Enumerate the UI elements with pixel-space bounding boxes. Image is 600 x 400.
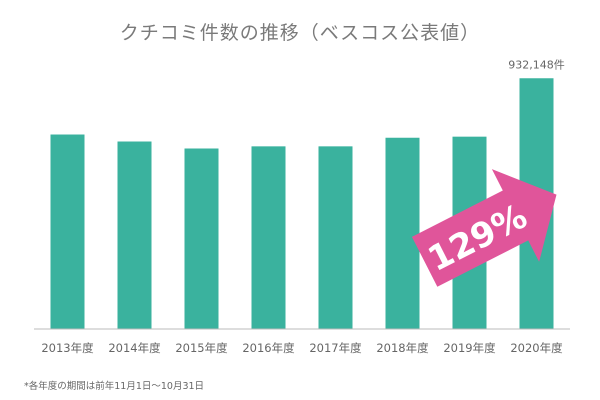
arrow-icon [411,169,557,287]
data-labels: 932,148件 [508,58,565,71]
bars-group [50,78,554,329]
chart-title: クチコミ件数の推移（ベスコス公表値） [119,22,481,44]
x-tick-label: 2017年度 [309,341,362,355]
chart-footnote: *各年度の期間は前年11月1日〜10月31日 [24,381,205,392]
bar-2017年度 [318,146,353,329]
x-tick-label: 2016年度 [242,341,295,355]
data-label: 932,148件 [508,58,565,71]
x-tick-label: 2014年度 [108,341,161,355]
bar-2018年度 [385,137,420,329]
x-tick-labels: 2013年度 2014年度 2015年度 2016年度 2017年度 2018年度 2019… [41,341,563,355]
bar-2014年度 [117,141,152,329]
x-tick-label: 2018年度 [376,341,429,355]
x-tick-label: 2019年度 [443,341,496,355]
x-tick-label: 2013年度 [41,341,94,355]
x-tick-label: 2015年度 [175,341,228,355]
x-tick-label: 2020年度 [510,341,563,355]
bar-2015年度 [184,148,219,329]
bar-2013年度 [50,134,85,329]
bar-2016年度 [251,146,286,329]
